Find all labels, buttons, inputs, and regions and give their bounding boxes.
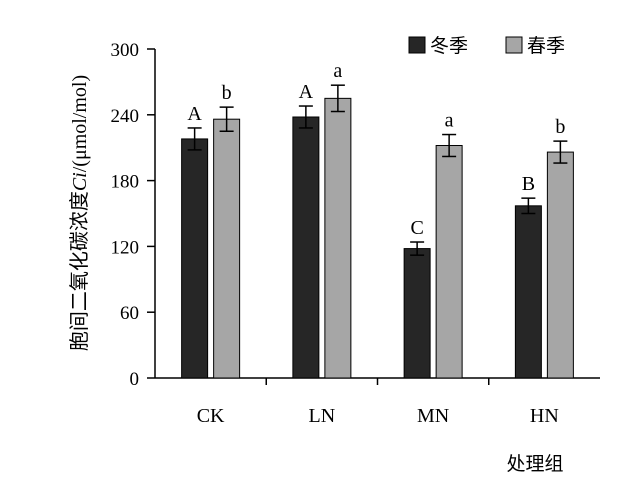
y-axis-label-unit: /(μmol/mol) [69,75,91,172]
legend-label-winter: 冬季 [430,35,468,57]
significance-label: a [445,110,454,132]
y-axis-label-prefix: 胞间二氧化碳浓度 [68,191,91,351]
y-axis-label: 胞间二氧化碳浓度Ci/(μmol/mol) [68,75,91,351]
legend: 冬季 春季 [408,35,565,57]
y-tick-label: 180 [111,172,140,193]
legend-swatch-winter [408,36,426,54]
significance-label: b [222,82,232,104]
significance-label: B [522,173,535,195]
y-tick-label: 120 [111,237,140,258]
bar-winter-mn [403,248,431,379]
y-tick-label: 240 [111,106,140,127]
bar-spring-hn [546,151,574,379]
significance-label: A [299,81,314,103]
bar-spring-ln [324,97,352,379]
y-tick-label: 0 [130,369,140,390]
bar-winter-hn [514,205,542,379]
x-axis-label: 处理组 [506,453,563,475]
y-axis-label-symbol: Ci [69,172,91,191]
bar-spring-mn [435,145,463,379]
y-ticks: 0 60 120 180 240 300 [111,40,155,390]
x-tick-labels: CK LN MN HN [197,378,559,427]
x-tick-label: LN [309,405,336,427]
significance-label: b [555,116,565,138]
significance-label: C [410,217,423,239]
legend-label-spring: 春季 [527,35,565,57]
significance-label: a [333,60,342,82]
x-tick-label: HN [530,405,559,427]
x-tick-label: MN [417,405,449,427]
y-tick-label: 60 [120,303,139,324]
bar-spring-ck [213,118,241,379]
bar-winter-ck [181,138,209,379]
y-tick-label: 300 [111,40,140,61]
x-tick-label: CK [197,405,225,427]
bar-winter-ln [292,116,320,379]
significance-label: A [187,103,202,125]
legend-swatch-spring [505,36,523,54]
